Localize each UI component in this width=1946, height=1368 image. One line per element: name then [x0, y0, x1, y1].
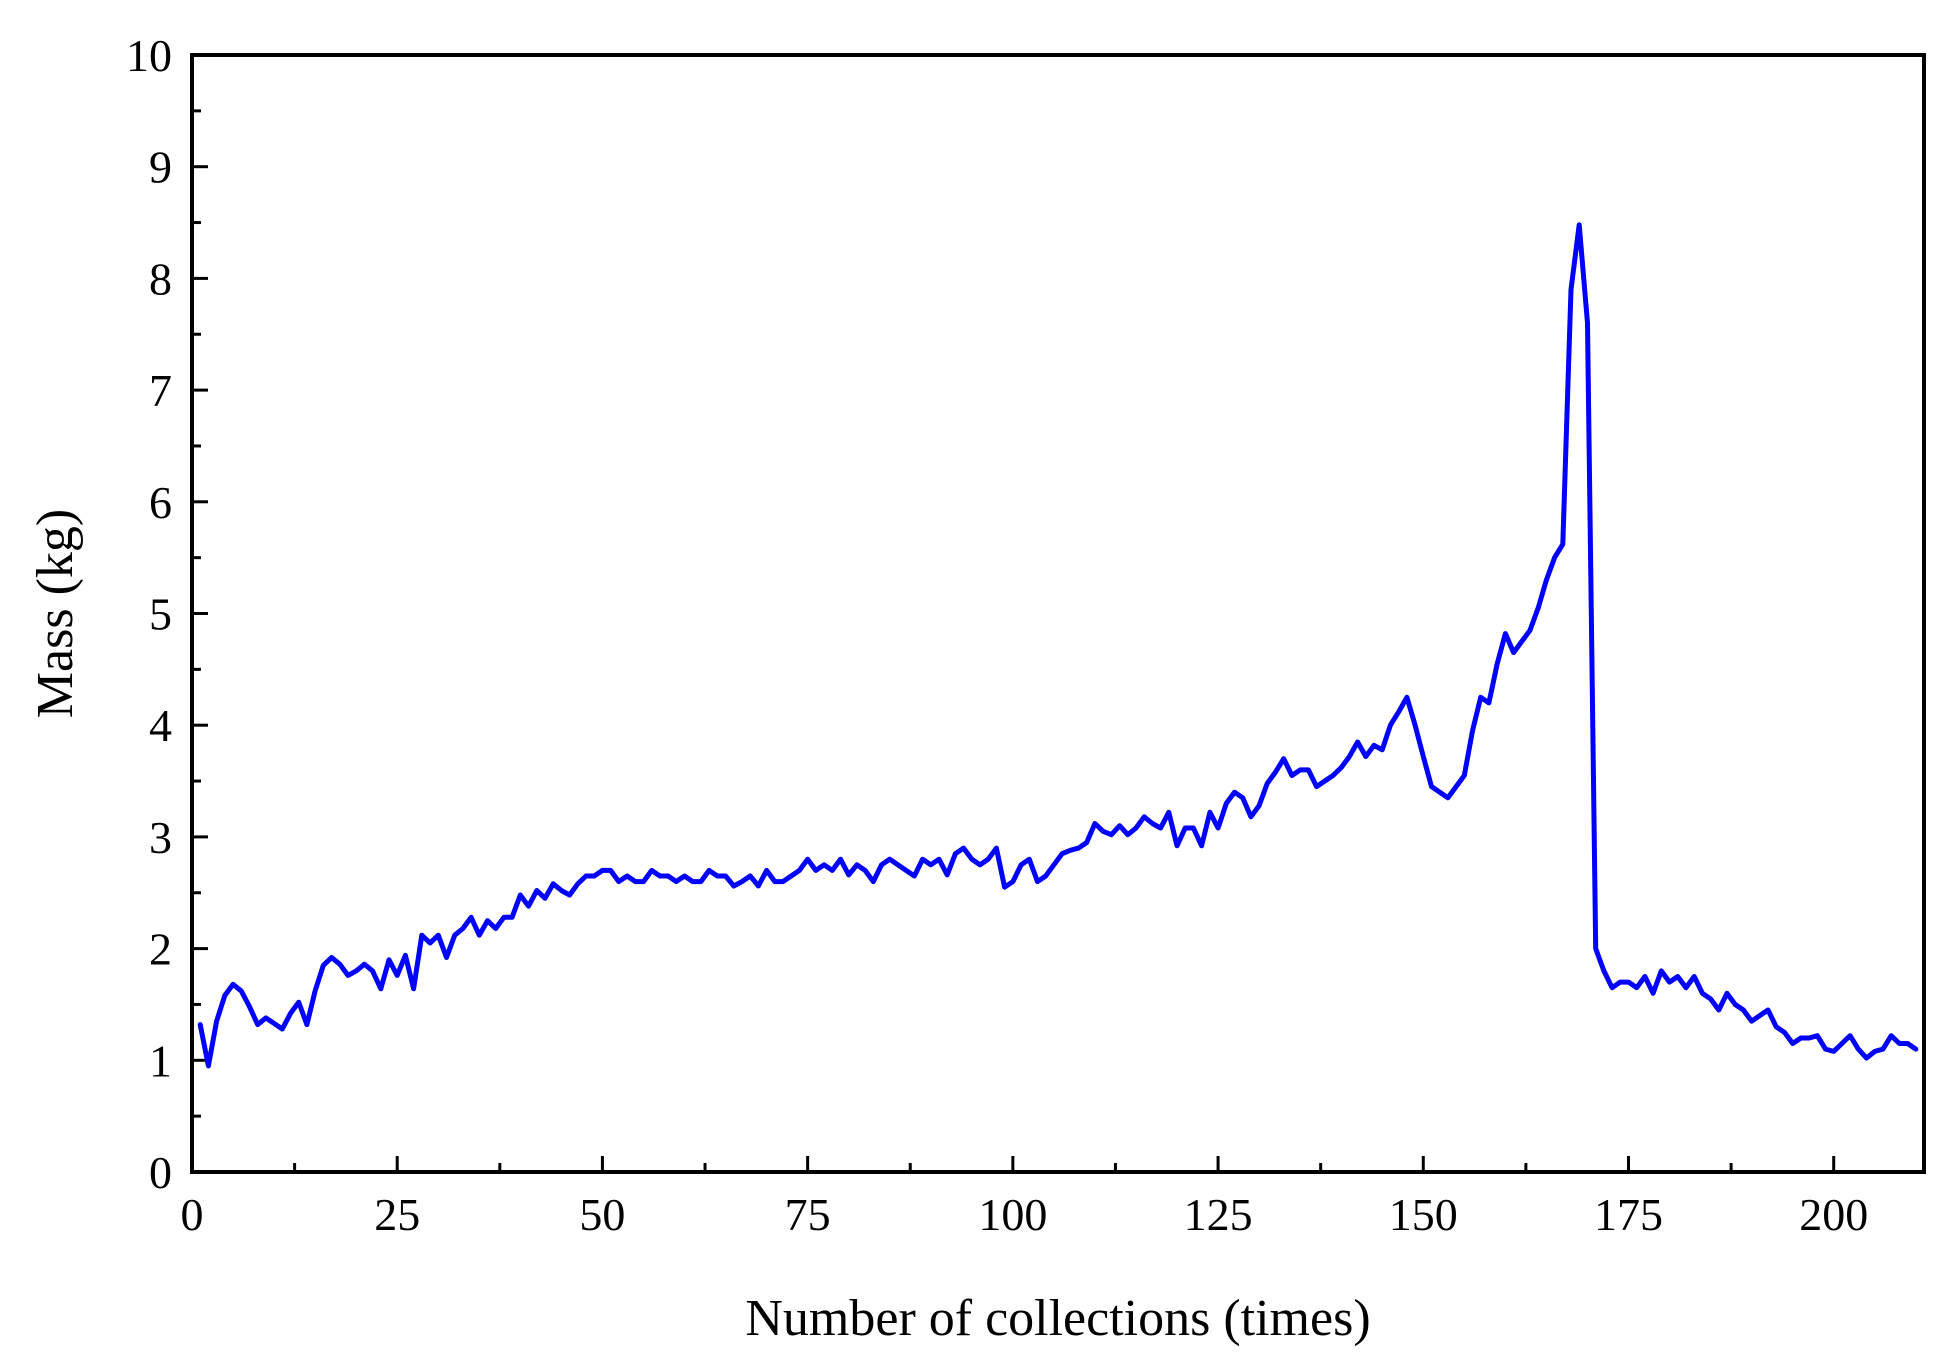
y-axis-title: Mass (kg)	[27, 509, 84, 718]
x-tick-label: 75	[785, 1189, 831, 1240]
y-tick-label: 10	[126, 30, 172, 81]
x-tick-label: 25	[374, 1189, 420, 1240]
x-tick-label: 150	[1389, 1189, 1458, 1240]
y-tick-label: 8	[149, 253, 172, 304]
y-tick-label: 6	[149, 477, 172, 528]
series-line	[197, 222, 1919, 1069]
series-layer	[197, 222, 1919, 1069]
y-tick-label: 5	[149, 589, 172, 640]
x-tick-label: 100	[978, 1189, 1047, 1240]
y-tick-label: 0	[149, 1147, 172, 1198]
x-tick-label: 200	[1799, 1189, 1868, 1240]
plot-frame	[190, 53, 1926, 1174]
y-tick-label: 4	[149, 700, 172, 751]
x-tick-label: 175	[1594, 1189, 1663, 1240]
tick-labels: 0 25 50 75 100 125 150 175 200 0 1 2 3 4 5 6 7 8 9 10	[126, 30, 1868, 1240]
x-tick-label: 0	[181, 1189, 204, 1240]
x-tick-label: 125	[1184, 1189, 1253, 1240]
y-tick-label: 1	[149, 1035, 172, 1086]
y-tick-label: 3	[149, 812, 172, 863]
y-tick-label: 7	[149, 365, 172, 416]
y-tick-label: 9	[149, 142, 172, 193]
x-tick-label: 50	[579, 1189, 625, 1240]
y-tick-label: 2	[149, 924, 172, 975]
axis-ticks	[190, 53, 1836, 1174]
x-axis-title: Number of collections (times)	[745, 1290, 1370, 1347]
